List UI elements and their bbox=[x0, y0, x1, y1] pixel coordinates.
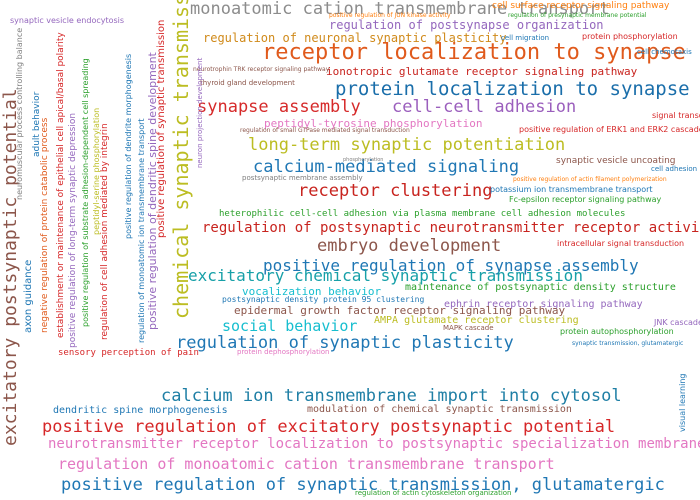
word-regulation-of-cell-adhesion-mediated-by-integrin: regulation of cell adhesion mediated by … bbox=[100, 123, 110, 340]
word-heterophilic-cell-cell-adhesion: heterophilic cell-cell adhesion via plas… bbox=[219, 209, 626, 219]
word-signal-transduction: signal transduction bbox=[652, 111, 700, 120]
word-positive-regulation-of-long-term-synaptic-depression: positive regulation of long-term synapti… bbox=[68, 112, 78, 348]
word-maintenance-of-postsynaptic-density-structure: maintenance of postsynaptic density stru… bbox=[405, 282, 676, 293]
word-excitatory-chemical-synaptic-transmission: excitatory chemical synaptic transmissio… bbox=[188, 266, 583, 285]
word-neuron-projection-development: neuron projection development bbox=[196, 57, 204, 168]
word-positive-regulation-of-synaptic-transmission: positive regulation of synaptic transmis… bbox=[156, 19, 167, 238]
word-protein-phosphorylation: protein phosphorylation bbox=[582, 32, 678, 41]
word-calcium-mediated-signaling: calcium-mediated signaling bbox=[253, 157, 520, 177]
word-peptidyl-tyrosine-phosphorylation: peptidyl-tyrosine phosphorylation bbox=[264, 117, 483, 130]
word-phosphorylation: phosphorylation bbox=[343, 157, 384, 163]
word-calcium-ion-transmembrane-import-into-cytosol: calcium ion transmembrane import into cy… bbox=[161, 386, 622, 406]
word-cell-adhesion: cell adhesion bbox=[651, 165, 698, 173]
word-synaptic-vesicle-endocytosis: synaptic vesicle endocytosis bbox=[10, 16, 125, 25]
word-chemical-synaptic-transmission: chemical synaptic transmission bbox=[169, 0, 193, 319]
word-potassium-ion-transmembrane-transport: potassium ion transmembrane transport bbox=[490, 185, 653, 194]
word-intracellular-signal-transduction: intracellular signal transduction bbox=[557, 239, 685, 248]
word-regulation-of-presynaptic-membrane-potential: regulation of presynaptic membrane poten… bbox=[508, 12, 647, 19]
word-positive-regulation-of-jun-kinase-activity: positive regulation of JUN kinase activi… bbox=[329, 12, 451, 19]
word-vocalization-behavior: vocalization behavior bbox=[242, 285, 382, 298]
word-negative-regulation-of-protein-catabolic-process: negative regulation of protein catabolic… bbox=[40, 117, 50, 333]
word-regulation-of-actin-cytoskeleton-organization: regulation of actin cytoskeleton organiz… bbox=[355, 489, 512, 497]
word-protein-autophosphorylation: protein autophosphorylation bbox=[560, 327, 674, 336]
word-postsynaptic-membrane-assembly: postsynaptic membrane assembly bbox=[242, 174, 363, 182]
word-regulation-of-small-gtpase-mediated-signal-transduction: regulation of small GTPase mediated sign… bbox=[240, 127, 410, 134]
word-synaptic-vesicle-uncoating: synaptic vesicle uncoating bbox=[556, 156, 676, 166]
word-establishment-or-maintenance-of-epithelial-cell-apical-basal-polarity: establishment or maintenance of epitheli… bbox=[56, 32, 66, 338]
word-regulation-of-postsynaptic-neurotransmitter-receptor-activity: regulation of postsynaptic neurotransmit… bbox=[202, 220, 700, 236]
word-ionotropic-glutamate-receptor-signaling-pathway: ionotropic glutamate receptor signaling … bbox=[326, 65, 638, 78]
word-positive-regulation-of-synaptic-transmission-glutamatergic: positive regulation of synaptic transmis… bbox=[61, 475, 665, 495]
word-embryo-development: embryo development bbox=[317, 236, 502, 256]
word-axon-guidance: axon guidance bbox=[23, 259, 34, 333]
word-positive-regulation-of-dendrite-morphogenesis: positive regulation of dendrite morphoge… bbox=[124, 53, 133, 239]
word-jnk-cascade: JNK cascade bbox=[654, 318, 700, 327]
word-cell-migration: cell migration bbox=[501, 34, 550, 42]
word-modulation-of-chemical-synaptic-transmission: modulation of chemical synaptic transmis… bbox=[307, 404, 572, 415]
word-thyroid-gland-development: thyroid gland development bbox=[200, 79, 295, 87]
word-cell-chemotaxis: cell chemotaxis bbox=[637, 48, 692, 56]
word-dendritic-spine-morphogenesis: dendritic spine morphogenesis bbox=[53, 405, 228, 416]
word-protein-localization-to-synapse: protein localization to synapse bbox=[335, 78, 690, 100]
word-regulation-of-neuronal-synaptic-plasticity: regulation of neuronal synaptic plastici… bbox=[203, 31, 507, 45]
word-regulation-of-synaptic-plasticity: regulation of synaptic plasticity bbox=[176, 333, 514, 353]
word-protein-dephosphorylation: protein dephosphorylation bbox=[237, 348, 330, 356]
word-regulation-of-postsynapse-organization: regulation of postsynapse organization bbox=[329, 18, 604, 32]
word-regulation-of-monoatomic-ion-transmembrane-transport: regulation of monoatomic ion transmembra… bbox=[137, 118, 146, 343]
word-peptidyl-serine-phosphorylation: peptidyl-serine phosphorylation bbox=[92, 107, 101, 235]
word-ampa-glutamate-receptor-clustering: AMPA glutamate receptor clustering bbox=[374, 315, 579, 326]
word-visual-learning: visual learning bbox=[678, 373, 687, 433]
word-long-term-synaptic-potentiation: long-term synaptic potentiation bbox=[248, 135, 566, 155]
word-neurotransmitter-receptor-localization-to-postsynaptic-specialization-membrane: neurotransmitter receptor localization t… bbox=[48, 436, 700, 452]
word-positive-regulation-of-substrate-adhesion-dependent-cell-spreading: positive regulation of substrate adhesio… bbox=[81, 58, 90, 327]
word-synapse-assembly: synapse assembly bbox=[197, 97, 361, 117]
word-adult-behavior: adult behavior bbox=[32, 91, 42, 157]
word-fc-epsilon-receptor-signaling-pathway: Fc-epsilon receptor signaling pathway bbox=[509, 195, 662, 204]
word-ephrin-receptor-signaling-pathway: ephrin receptor signaling pathway bbox=[444, 299, 643, 310]
word-synaptic-transmission-glutamatergic: synaptic transmission, glutamatergic bbox=[572, 340, 684, 347]
word-regulation-of-monoatomic-cation-transmembrane-transport: regulation of monoatomic cation transmem… bbox=[58, 455, 555, 473]
word-social-behavior: social behavior bbox=[222, 317, 358, 335]
word-receptor-clustering: receptor clustering bbox=[298, 181, 493, 201]
word-receptor-localization-to-synapse: receptor localization to synapse bbox=[262, 40, 686, 65]
word-epidermal-growth-factor-receptor-signaling-pathway: epidermal growth factor receptor signali… bbox=[234, 304, 566, 317]
word-neuromuscular-process-controlling-balance: neuromuscular process controlling balanc… bbox=[15, 27, 24, 200]
word-postsynaptic-density-protein-95-clustering: postsynaptic density protein 95 clusteri… bbox=[222, 295, 425, 304]
word-positive-regulation-of-synapse-assembly: positive regulation of synapse assembly bbox=[263, 256, 639, 275]
word-sensory-perception-of-pain: sensory perception of pain bbox=[58, 348, 199, 358]
word-cell-surface-receptor-signaling-pathway: cell surface receptor signaling pathway bbox=[492, 1, 670, 11]
word-positive-regulation-of-excitatory-postsynaptic-potential: positive regulation of excitatory postsy… bbox=[42, 417, 616, 437]
word-mapk-cascade: MAPK cascade bbox=[443, 324, 494, 332]
word-cell-cell-adhesion: cell-cell adhesion bbox=[392, 97, 577, 117]
word-monoatomic-cation-transmembrane-transport: monoatomic cation transmembrane transpor… bbox=[190, 0, 610, 19]
word-positive-regulation-of-actin-filament-polymerization: positive regulation of actin filament po… bbox=[513, 176, 667, 183]
word-neurotrophin-trk-receptor-signaling-pathway: neurotrophin TRK receptor signaling path… bbox=[193, 66, 330, 73]
word-positive-regulation-of-erk1-and-erk2-cascade: positive regulation of ERK1 and ERK2 cas… bbox=[519, 125, 700, 134]
